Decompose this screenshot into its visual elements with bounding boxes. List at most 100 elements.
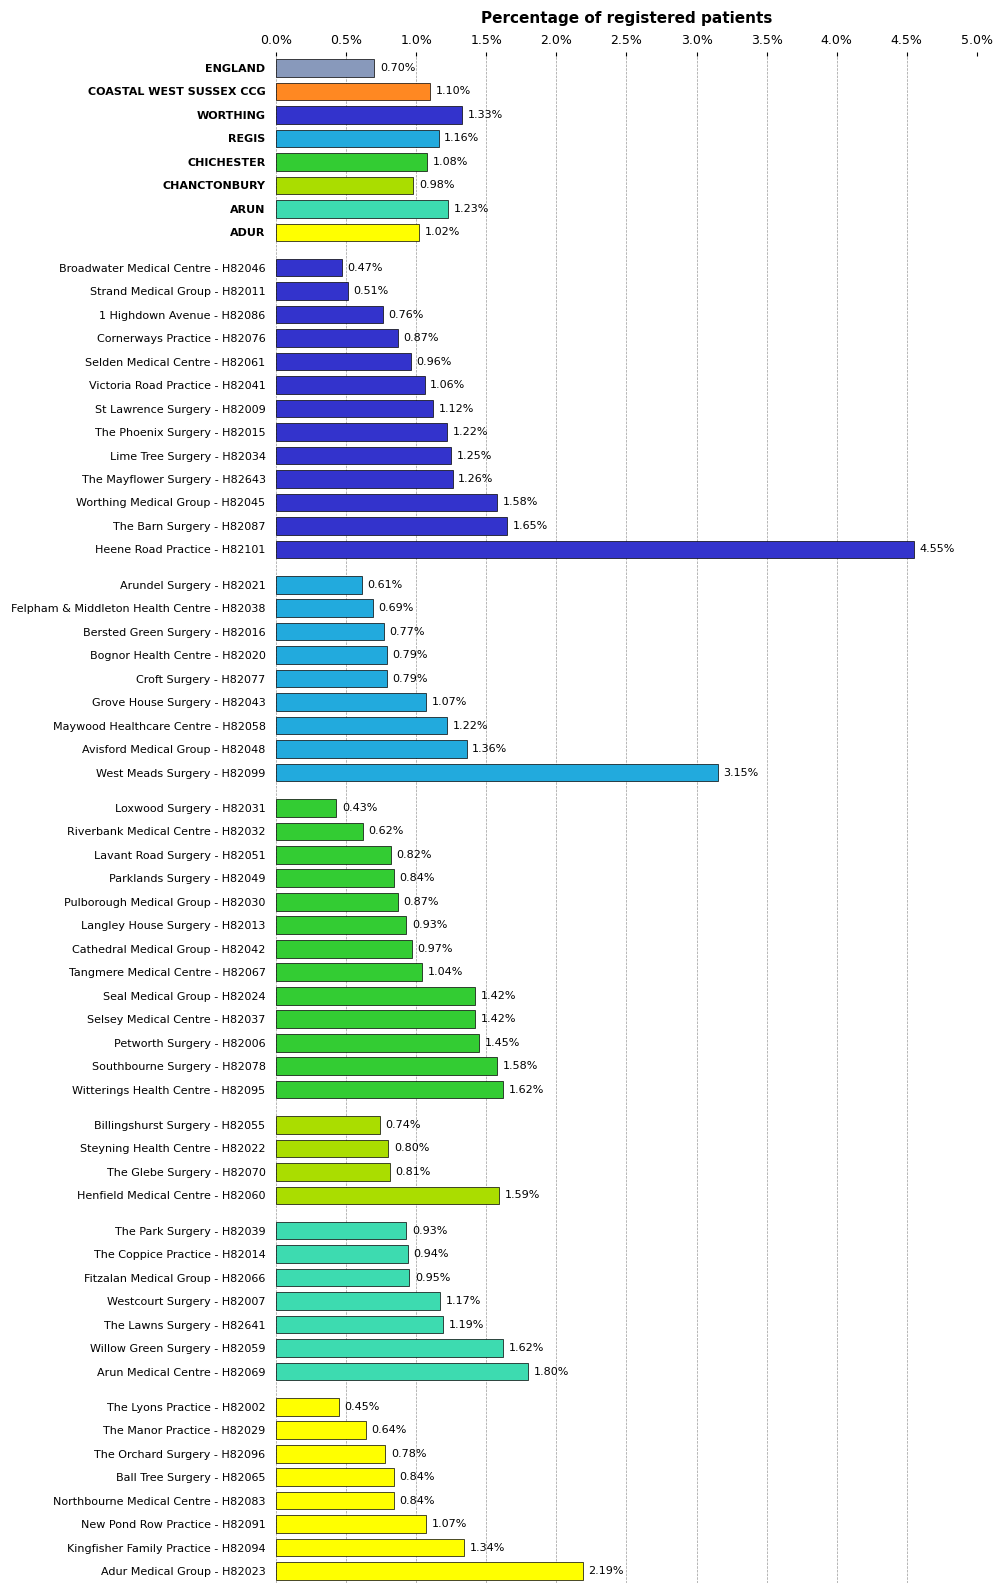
Bar	[276, 740, 466, 757]
Text: 0.81%: 0.81%	[395, 1167, 430, 1176]
Bar	[276, 494, 497, 512]
Text: 1.42%: 1.42%	[480, 991, 516, 1001]
Bar	[276, 1516, 425, 1533]
Text: 0.47%: 0.47%	[347, 263, 382, 273]
Text: 0.98%: 0.98%	[418, 180, 454, 190]
Text: 0.93%: 0.93%	[411, 920, 447, 931]
Bar	[276, 1363, 528, 1380]
Bar	[276, 424, 446, 442]
Bar	[276, 177, 413, 194]
Text: 1.33%: 1.33%	[467, 110, 503, 120]
Bar	[276, 400, 432, 418]
Bar	[276, 669, 386, 687]
Text: 0.51%: 0.51%	[353, 285, 388, 296]
Text: 0.79%: 0.79%	[392, 650, 427, 660]
Bar	[276, 1339, 503, 1356]
Bar	[276, 516, 507, 536]
Text: 1.12%: 1.12%	[438, 403, 473, 413]
Bar	[276, 1245, 407, 1262]
Bar	[276, 352, 410, 370]
Text: 0.84%: 0.84%	[399, 1495, 434, 1506]
Text: 0.84%: 0.84%	[399, 874, 434, 883]
Text: 1.65%: 1.65%	[513, 521, 548, 531]
Bar	[276, 1011, 474, 1028]
Text: 0.77%: 0.77%	[389, 626, 424, 636]
Text: 0.80%: 0.80%	[393, 1143, 428, 1154]
Bar	[276, 330, 397, 347]
Text: 1.58%: 1.58%	[503, 497, 538, 507]
Text: 1.10%: 1.10%	[435, 86, 470, 97]
Bar	[276, 1186, 498, 1203]
Text: 0.87%: 0.87%	[403, 897, 438, 907]
Bar	[276, 1538, 463, 1556]
Bar	[276, 693, 425, 711]
Bar	[276, 59, 374, 77]
Text: 0.61%: 0.61%	[367, 580, 402, 590]
Bar	[276, 717, 446, 735]
Bar	[276, 1221, 406, 1240]
Text: 1.59%: 1.59%	[504, 1191, 540, 1200]
Bar	[276, 893, 397, 910]
Text: 0.97%: 0.97%	[417, 944, 452, 953]
Text: 0.70%: 0.70%	[379, 64, 414, 73]
Text: 1.26%: 1.26%	[457, 473, 493, 485]
Bar	[276, 1269, 409, 1286]
Bar	[276, 646, 386, 665]
Text: 1.17%: 1.17%	[445, 1296, 480, 1305]
Text: 1.23%: 1.23%	[453, 204, 488, 214]
Bar	[276, 599, 372, 617]
Text: 1.02%: 1.02%	[424, 228, 459, 238]
Text: 1.25%: 1.25%	[456, 451, 491, 461]
Text: 0.78%: 0.78%	[390, 1449, 426, 1459]
Text: 1.22%: 1.22%	[452, 720, 487, 730]
Bar	[276, 917, 406, 934]
Text: 0.76%: 0.76%	[388, 309, 423, 320]
Bar	[276, 1468, 393, 1486]
Text: 1.62%: 1.62%	[509, 1084, 544, 1095]
Bar	[276, 83, 430, 100]
Bar	[276, 446, 450, 464]
Text: 1.07%: 1.07%	[431, 1519, 466, 1529]
Text: 1.58%: 1.58%	[503, 1062, 538, 1071]
Bar	[276, 1422, 365, 1439]
Bar	[276, 1398, 339, 1415]
Text: 1.07%: 1.07%	[431, 697, 466, 708]
Bar	[276, 1164, 389, 1181]
Bar	[276, 963, 421, 980]
Text: 1.36%: 1.36%	[471, 744, 507, 754]
Bar	[276, 1562, 583, 1580]
Text: 1.42%: 1.42%	[480, 1014, 516, 1025]
Bar	[276, 1140, 388, 1157]
Text: 0.93%: 0.93%	[411, 1226, 447, 1235]
Bar	[276, 282, 347, 300]
Bar	[276, 1081, 503, 1098]
Bar	[276, 799, 336, 816]
Bar	[276, 306, 382, 324]
Text: 0.94%: 0.94%	[413, 1250, 448, 1259]
Text: 1.62%: 1.62%	[509, 1344, 544, 1353]
Bar	[276, 623, 383, 641]
Text: 0.43%: 0.43%	[342, 803, 377, 813]
Bar	[276, 1315, 442, 1333]
Bar	[276, 1116, 379, 1133]
Bar	[276, 223, 418, 241]
Text: 0.96%: 0.96%	[416, 357, 451, 367]
Text: 1.16%: 1.16%	[443, 134, 479, 143]
Text: 1.80%: 1.80%	[534, 1366, 569, 1377]
Text: 0.74%: 0.74%	[385, 1121, 420, 1130]
Bar	[276, 1293, 439, 1310]
Text: 1.45%: 1.45%	[484, 1038, 520, 1047]
Text: 3.15%: 3.15%	[722, 768, 757, 778]
Text: 0.69%: 0.69%	[378, 603, 413, 614]
Bar	[276, 575, 361, 593]
Text: 0.45%: 0.45%	[344, 1401, 380, 1412]
Bar	[276, 129, 438, 147]
Text: 1.06%: 1.06%	[430, 379, 465, 391]
Bar	[276, 540, 913, 558]
Bar	[276, 1035, 478, 1052]
Bar	[276, 764, 717, 781]
Bar	[276, 1492, 393, 1510]
Text: 0.64%: 0.64%	[371, 1425, 406, 1435]
Bar	[276, 107, 462, 124]
Bar	[276, 823, 362, 840]
